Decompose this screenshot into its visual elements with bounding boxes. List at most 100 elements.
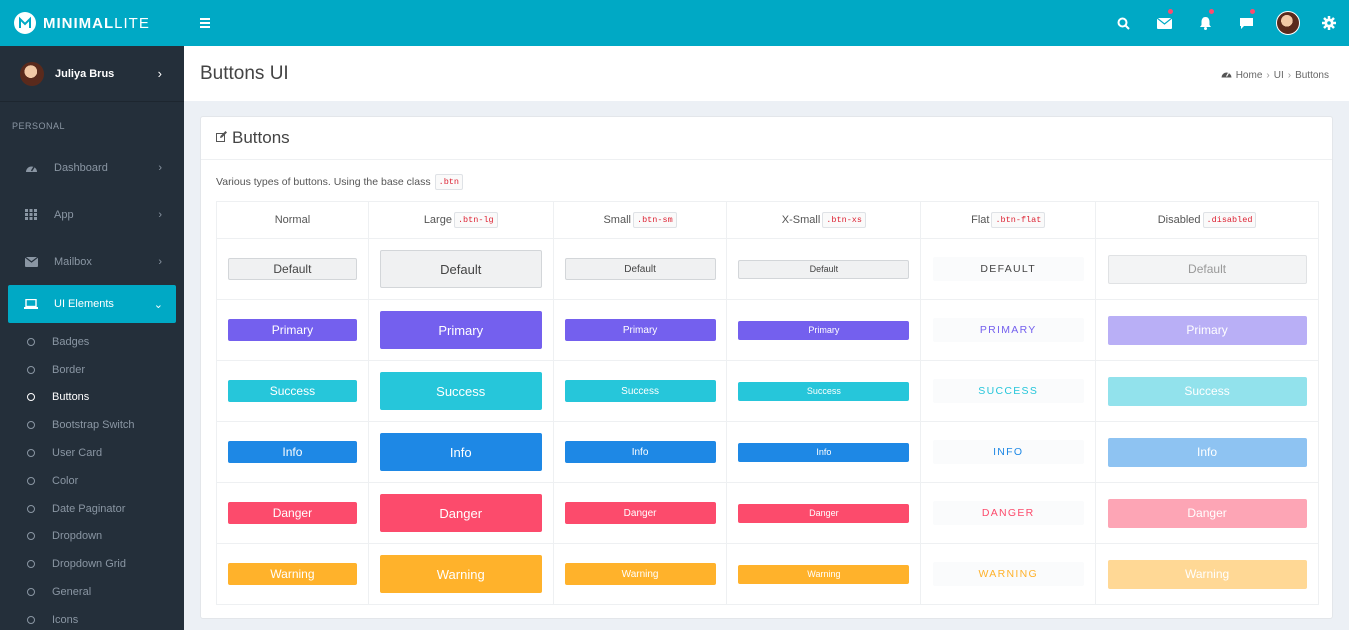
- sidebar-subitem-buttons[interactable]: Buttons: [0, 384, 184, 412]
- chevron-right-icon: ›: [158, 208, 162, 221]
- sidebar-subitem-color[interactable]: Color: [0, 467, 184, 495]
- warning-button-sm[interactable]: Warning: [564, 563, 716, 585]
- chevron-right-icon: ›: [158, 161, 162, 174]
- laptop-icon: [24, 298, 38, 310]
- sidebar-item-ui-elements[interactable]: UI Elements ⌄: [8, 285, 176, 323]
- bell-icon[interactable]: [1185, 0, 1226, 46]
- sidebar-subitem-date-paginator[interactable]: Date Paginator: [0, 495, 184, 523]
- success-button-disabled: Success: [1107, 376, 1307, 406]
- table-row: Primary Primary Primary Primary PRIMARY …: [216, 299, 1319, 361]
- sidebar-item-app[interactable]: App ›: [0, 191, 184, 238]
- info-button-disabled: Info: [1107, 437, 1307, 467]
- danger-button-flat[interactable]: DANGER: [932, 501, 1084, 525]
- circle-icon: [27, 449, 35, 458]
- buttons-table: Normal Large .btn-lg Small .btn-sm X-Small…: [216, 201, 1319, 605]
- circle-icon: [27, 560, 35, 569]
- notification-dot: [1168, 9, 1173, 14]
- sidebar-subitem-dropdown-grid[interactable]: Dropdown Grid: [0, 550, 184, 578]
- column-header: Flat .btn-flat: [920, 201, 1097, 239]
- success-button-flat[interactable]: SUCCESS: [932, 379, 1084, 403]
- default-button-flat[interactable]: DEFAULT: [932, 257, 1084, 281]
- default-button-lg[interactable]: Default: [379, 250, 542, 288]
- info-button-lg[interactable]: Info: [379, 433, 542, 471]
- success-button-sm[interactable]: Success: [564, 380, 716, 402]
- success-button[interactable]: Success: [227, 380, 357, 402]
- default-button-sm[interactable]: Default: [564, 258, 716, 280]
- circle-icon: [27, 337, 35, 346]
- breadcrumb-ui[interactable]: UI: [1273, 69, 1284, 81]
- breadcrumb: Home › UI › Buttons: [1221, 69, 1329, 81]
- primary-button-disabled: Primary: [1107, 315, 1307, 345]
- user-avatar[interactable]: [1267, 0, 1308, 46]
- warning-button-xs[interactable]: Warning: [738, 564, 910, 584]
- box-description: Various types of buttons. Using the base…: [216, 174, 463, 190]
- table-row: Success Success Success Success SUCCESS …: [216, 360, 1319, 422]
- logo-icon: [14, 12, 36, 34]
- default-button[interactable]: Default: [227, 258, 357, 280]
- column-header: X-Small .btn-xs: [726, 201, 922, 239]
- notification-dot: [1209, 9, 1214, 14]
- sidebar-subitem-icons[interactable]: Icons: [0, 606, 184, 630]
- circle-icon: [27, 532, 35, 541]
- sidebar-subitem-bootstrap-switch[interactable]: Bootstrap Switch: [0, 411, 184, 439]
- primary-button-xs[interactable]: Primary: [738, 320, 910, 340]
- box-title: Buttons: [232, 128, 290, 147]
- warning-button[interactable]: Warning: [227, 563, 357, 585]
- breadcrumb-current: Buttons: [1295, 69, 1329, 81]
- sidebar-subitem-general[interactable]: General: [0, 578, 184, 606]
- breadcrumb-separator: ›: [1266, 69, 1270, 81]
- danger-button-lg[interactable]: Danger: [379, 494, 542, 532]
- breadcrumb-separator: ›: [1287, 69, 1292, 81]
- info-button-sm[interactable]: Info: [564, 441, 716, 463]
- table-row: Warning Warning Warning Warning WARNING …: [216, 543, 1319, 605]
- danger-button-sm[interactable]: Danger: [564, 502, 716, 524]
- warning-button-flat[interactable]: WARNING: [932, 562, 1084, 586]
- primary-button[interactable]: Primary: [227, 319, 357, 341]
- circle-icon: [27, 393, 35, 402]
- default-button-xs[interactable]: Default: [738, 259, 910, 279]
- mail-icon[interactable]: [1144, 0, 1185, 46]
- sidebar-item-mailbox[interactable]: Mailbox ›: [0, 238, 184, 285]
- top-navbar: MINIMALLITE: [0, 0, 1349, 46]
- success-button-lg[interactable]: Success: [379, 372, 542, 410]
- chevron-right-icon: ›: [157, 66, 162, 81]
- warning-button-lg[interactable]: Warning: [379, 555, 542, 593]
- primary-button-flat[interactable]: PRIMARY: [932, 318, 1084, 342]
- chevron-right-icon: ›: [158, 255, 162, 268]
- info-button[interactable]: Info: [227, 441, 357, 463]
- table-row: Default Default Default Default DEFAULT …: [216, 238, 1319, 300]
- success-button-xs[interactable]: Success: [738, 381, 910, 401]
- sidebar-subitem-badges[interactable]: Badges: [0, 328, 184, 356]
- sidebar-item-dashboard[interactable]: Dashboard ›: [0, 144, 184, 191]
- buttons-box: Buttons Various types of buttons. Using …: [200, 116, 1333, 619]
- sidebar-subitem-user-card[interactable]: User Card: [0, 439, 184, 467]
- warning-button-disabled: Warning: [1107, 559, 1307, 589]
- breadcrumb-home[interactable]: Home: [1235, 69, 1263, 81]
- sidebar-subitem-dropdown[interactable]: Dropdown: [0, 523, 184, 551]
- sidebar-subitem-border[interactable]: Border: [0, 356, 184, 384]
- section-label: PERSONAL: [12, 121, 66, 131]
- primary-button-lg[interactable]: Primary: [379, 311, 542, 349]
- notification-dot: [1250, 9, 1255, 14]
- circle-icon: [27, 504, 35, 513]
- menu-icon[interactable]: [200, 18, 210, 28]
- primary-button-sm[interactable]: Primary: [564, 319, 716, 341]
- gear-icon[interactable]: [1308, 0, 1349, 46]
- table-row: Info Info Info Info INFO Info: [216, 421, 1319, 483]
- column-header: Small .btn-sm: [552, 201, 728, 239]
- circle-icon: [27, 421, 35, 430]
- dashboard-icon: [24, 162, 38, 174]
- chevron-down-icon: ⌄: [153, 298, 163, 311]
- info-button-xs[interactable]: Info: [738, 442, 910, 462]
- user-panel[interactable]: Juliya Brus ›: [0, 46, 184, 102]
- chat-icon[interactable]: [1226, 0, 1267, 46]
- danger-button-xs[interactable]: Danger: [738, 503, 910, 523]
- search-icon[interactable]: [1103, 0, 1144, 46]
- info-button-flat[interactable]: INFO: [932, 440, 1084, 464]
- column-header: Large .btn-lg: [367, 201, 554, 239]
- code-btn: .btn: [434, 174, 463, 190]
- danger-button[interactable]: Danger: [227, 502, 357, 524]
- avatar: [20, 61, 44, 86]
- logo[interactable]: MINIMALLITE: [0, 0, 184, 46]
- dashboard-icon: [1221, 69, 1232, 81]
